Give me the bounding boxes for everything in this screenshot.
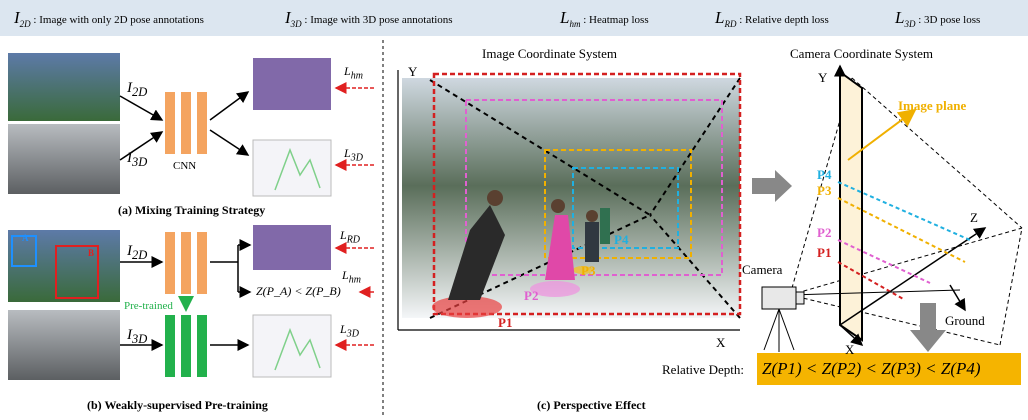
point-p2-image: P2 [524,288,539,303]
point-p1-camera: P1 [817,245,832,260]
panel-a-loss-hm: Lhm [344,64,363,82]
caption-b: (b) Weakly-supervised Pre-training [87,398,268,412]
caption-c: (c) Perspective Effect [537,398,646,412]
image-plane-label: Image plane [898,98,967,113]
legend-bar: I2D : Image with only 2D pose annotation… [0,0,1028,36]
cnn-label: CNN [173,160,197,172]
legend-lhm: Lhm : Heatmap loss [560,8,649,29]
point-p3-image: P3 [581,263,596,278]
legend-lrd: LRD : Relative depth loss [715,8,829,29]
box-a-label: A [22,233,29,243]
panel-a-loss-3d: L3D [344,146,363,164]
camera-axis-z: Z [970,210,978,225]
legend-i3d: I3D : Image with 3D pose annotations [285,8,453,29]
point-p1-image: P1 [498,315,513,330]
image-axis-y: Y [408,64,418,79]
image-axis-x: X [716,335,726,350]
panel-a-input-bottom: I3D [127,150,148,169]
depth-relation: Z(P_A) < Z(P_B) [256,284,341,298]
panel-b-loss-hm: Lhm [342,268,361,286]
relative-depth-formula: Z(P1) < Z(P2) < Z(P3) < Z(P4) [762,359,981,378]
image-coord-title: Image Coordinate System [482,46,618,61]
ground-label: Ground [945,313,985,328]
panel-a-input-top: I2D [127,80,148,99]
panel-b-input-top: I2D [127,243,148,262]
point-p4-camera: P4 [817,167,832,182]
legend-l3d: L3D : 3D pose loss [895,8,981,29]
panel-b-loss-3d: L3D [340,322,359,340]
camera-axis-x: X [845,342,855,357]
panel-b-input-bottom: I3D [127,327,148,346]
caption-a: (a) Mixing Training Strategy [118,203,266,217]
camera-coord-title: Camera Coordinate System [790,46,933,61]
camera-axis-y: Y [818,70,828,85]
point-p4-image: P4 [614,232,629,247]
relative-depth-label: Relative Depth: [662,362,744,377]
point-p3-camera: P3 [817,183,832,198]
pretrained-label: Pre-trained [124,300,173,312]
point-p2-camera: P2 [817,225,832,240]
panel-b-loss-rd: LRD [340,228,361,246]
camera-label: Camera [742,262,783,277]
legend-i2d: I2D : Image with only 2D pose annotation… [14,8,204,29]
box-b-label: B [88,248,95,258]
